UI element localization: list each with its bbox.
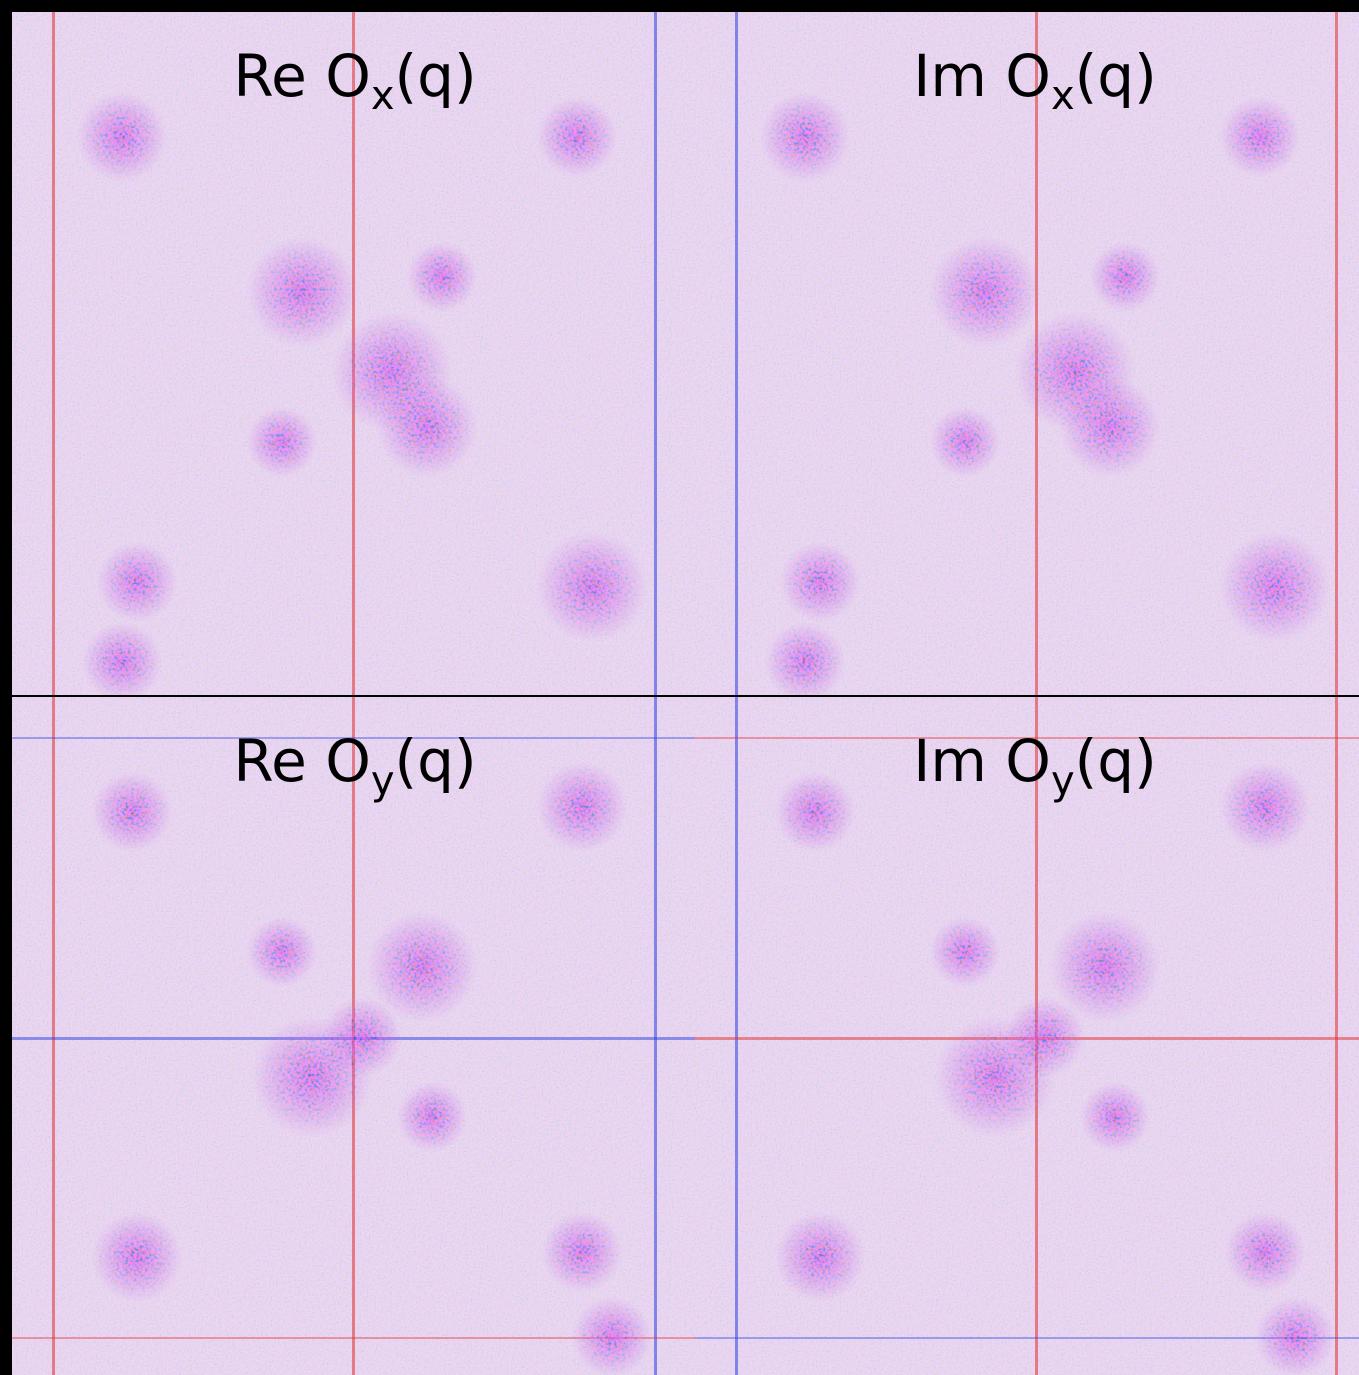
- label-subscript: y: [371, 758, 395, 804]
- streak-line: [1335, 697, 1338, 1375]
- peak-blob: [760, 92, 850, 182]
- label-subscript: y: [1051, 758, 1075, 804]
- peak-blob: [1050, 912, 1160, 1022]
- peak-blob: [92, 772, 172, 852]
- label-main: Im O: [913, 727, 1051, 795]
- panel-label: Im Oy(q): [913, 727, 1156, 804]
- peak-blob: [322, 997, 402, 1077]
- label-suffix: (q): [1075, 727, 1157, 795]
- map-panel: Im Oy(q): [695, 697, 1359, 1375]
- label-subscript: x: [1051, 73, 1075, 119]
- streak-line: [654, 697, 657, 1375]
- map-panel: Re Ox(q): [12, 12, 695, 702]
- peak-blob: [367, 912, 477, 1022]
- panel-label: Re Ox(q): [233, 42, 476, 119]
- peak-blob: [775, 772, 855, 852]
- streak-line: [735, 12, 738, 695]
- streak-line: [1335, 12, 1338, 695]
- peak-blob: [765, 622, 845, 702]
- streak-line: [52, 12, 55, 695]
- peak-blob: [537, 532, 647, 642]
- label-main: Im O: [913, 42, 1051, 110]
- label-suffix: (q): [1075, 42, 1157, 110]
- label-suffix: (q): [395, 727, 477, 795]
- peak-blob: [780, 542, 860, 622]
- streak-line: [695, 1337, 1359, 1339]
- peak-blob: [1080, 1082, 1150, 1152]
- peak-blob: [1220, 762, 1310, 852]
- panel-label: Re Oy(q): [233, 727, 476, 804]
- peak-blob: [537, 97, 617, 177]
- peak-blob: [407, 242, 477, 312]
- peak-blob: [542, 1212, 622, 1292]
- peak-blob: [1225, 1212, 1305, 1292]
- label-main: Re O: [233, 727, 370, 795]
- streak-line: [12, 737, 695, 739]
- peak-blob: [1220, 532, 1330, 642]
- peak-blob: [930, 237, 1040, 347]
- map-panel: Re Oy(q): [12, 697, 695, 1375]
- peak-blob: [1060, 377, 1160, 477]
- divider: [12, 695, 1359, 697]
- peak-blob: [930, 407, 1000, 477]
- peak-blob: [247, 237, 357, 347]
- peak-blob: [77, 92, 167, 182]
- peak-blob: [1255, 1297, 1335, 1375]
- streak-line: [654, 12, 657, 695]
- peak-blob: [397, 1082, 467, 1152]
- peak-blob: [82, 622, 162, 702]
- panels: Re Ox(q) Im Ox(q)Re Oy(q) Im Oy(q): [12, 12, 1359, 1375]
- peak-blob: [537, 762, 627, 852]
- peak-blob: [572, 1297, 652, 1375]
- peak-blob: [247, 917, 317, 987]
- peak-blob: [930, 917, 1000, 987]
- peak-blob: [92, 1212, 182, 1302]
- peak-blob: [97, 542, 177, 622]
- label-main: Re O: [233, 42, 370, 110]
- peak-blob: [247, 407, 317, 477]
- streak-line: [12, 1337, 695, 1339]
- peak-blob: [1005, 997, 1085, 1077]
- map-panel: Im Ox(q): [695, 12, 1359, 702]
- peak-blob: [775, 1212, 865, 1302]
- peak-blob: [377, 377, 477, 477]
- peak-blob: [1090, 242, 1160, 312]
- panel-label: Im Ox(q): [913, 42, 1156, 119]
- peak-blob: [1220, 97, 1300, 177]
- streak-line: [695, 737, 1359, 739]
- streak-line: [52, 697, 55, 1375]
- streak-line: [735, 697, 738, 1375]
- label-suffix: (q): [395, 42, 477, 110]
- label-subscript: x: [371, 73, 395, 119]
